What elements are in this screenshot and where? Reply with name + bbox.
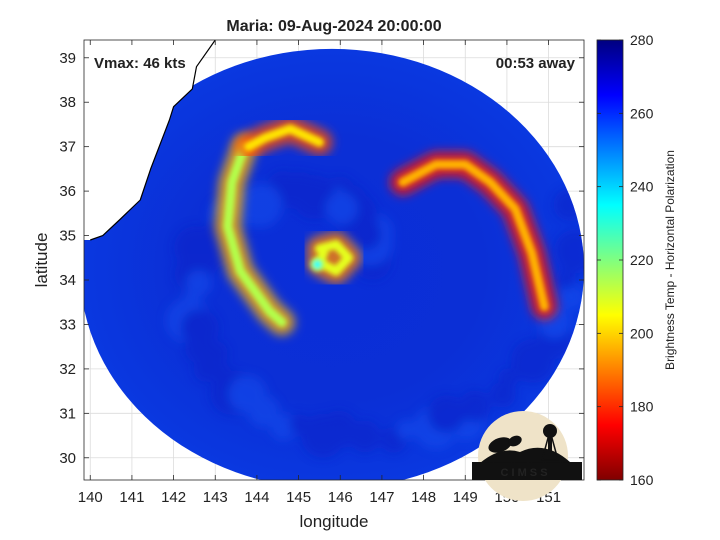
texture-blob (180, 309, 219, 348)
texture-blob (396, 419, 417, 440)
x-tick-label: 142 (161, 489, 186, 506)
y-tick-label: 35 (59, 228, 76, 245)
coastline (90, 40, 216, 241)
logo-dish-left (488, 437, 512, 453)
y-tick-label: 33 (59, 316, 76, 333)
x-tick-label: 146 (328, 489, 353, 506)
rain-band (214, 133, 295, 336)
rain-band (389, 151, 558, 320)
vmax-annotation: Vmax: 46 kts (94, 55, 186, 72)
land-region (84, 40, 216, 241)
texture-blob (201, 340, 228, 367)
x-tick-label: 145 (286, 489, 311, 506)
texture-blob (228, 375, 267, 414)
band-line (244, 124, 324, 152)
x-tick-label: 147 (369, 489, 394, 506)
logo-text: C I M S S (500, 467, 547, 479)
logo-tower-leg (548, 436, 552, 458)
colorbar-tick-label: 160 (630, 472, 654, 488)
texture-blob (498, 368, 519, 389)
colorbar-tick-label: 240 (630, 179, 654, 195)
colorbar-ticks: 160 180 200 220 240 260 280 (597, 32, 654, 488)
y-tick-label: 30 (59, 450, 76, 467)
colorbar-tick-label: 220 (630, 252, 654, 268)
texture-blob (427, 395, 466, 434)
texture-blob (555, 269, 576, 290)
rain-band (235, 115, 333, 160)
colorbar-tick-label: 260 (630, 105, 654, 121)
colorbar-tick-label: 200 (630, 325, 654, 341)
texture-blob (289, 414, 310, 435)
x-tick-label: 141 (119, 489, 144, 506)
x-tick-label: 149 (453, 489, 478, 506)
y-tick-label: 39 (59, 50, 76, 67)
x-tick-label: 143 (203, 489, 228, 506)
texture-blob (292, 175, 337, 220)
y-axis: 30 31 32 33 34 35 36 37 38 39 (59, 50, 584, 467)
texture-blob (458, 390, 491, 423)
texture-blob (270, 414, 297, 441)
texture-blob (185, 270, 212, 297)
plot-frame (83, 39, 585, 481)
y-tick-label: 32 (59, 361, 76, 378)
y-tick-label: 37 (59, 139, 76, 156)
x-tick-label: 144 (244, 489, 269, 506)
logo-tower-tank (543, 424, 557, 438)
logo-dish-right (508, 435, 522, 447)
rain-band (310, 257, 325, 272)
y-tick-label: 31 (59, 405, 76, 422)
y-tick-label: 34 (59, 272, 76, 289)
colorbar-label: Brightness Temp - Horizontal Polarizatio… (663, 150, 677, 370)
band-core (244, 124, 324, 152)
land-fill (84, 40, 216, 240)
x-tick-label: 140 (78, 489, 103, 506)
band-core (398, 159, 549, 312)
core-glow (310, 257, 325, 272)
core-dot (313, 260, 322, 269)
colorbar: 160 180 200 220 240 260 280 Brightness Temp - … (596, 32, 677, 488)
band-line (398, 159, 549, 312)
colorbar-ramp (596, 39, 624, 481)
texture-blob (349, 218, 382, 251)
texture-blob (325, 192, 358, 225)
texture-blob (510, 339, 555, 384)
texture-blob (238, 183, 283, 228)
y-tick-label: 38 (59, 94, 76, 111)
microwave-swath (84, 48, 584, 480)
x-axis-label: longitude (299, 512, 368, 531)
swath-features (166, 115, 584, 458)
plot-area: 140141142143144145146147148149150151 303… (59, 39, 585, 506)
texture-blob (558, 283, 584, 310)
colorbar-tick-label: 180 (630, 399, 654, 415)
x-tick-label: 148 (411, 489, 436, 506)
logo-dish-left-stand (498, 446, 502, 456)
colorbar-tick-label: 280 (630, 32, 654, 48)
logo-tower-frame (541, 437, 559, 461)
logo-hill (480, 447, 570, 463)
texture-blob (554, 229, 584, 274)
y-axis-label: latitude (32, 233, 51, 288)
chart-title: Maria: 09-Aug-2024 20:00:00 (226, 18, 441, 35)
texture-blob (319, 410, 358, 449)
band-line (223, 142, 287, 327)
cimss-logo: C I M S S (472, 411, 582, 501)
time-offset-annotation: 00:53 away (496, 55, 576, 72)
y-tick-label: 36 (59, 183, 76, 200)
texture-blob (211, 363, 232, 384)
logo-banner (472, 462, 582, 480)
band-core (223, 142, 287, 327)
